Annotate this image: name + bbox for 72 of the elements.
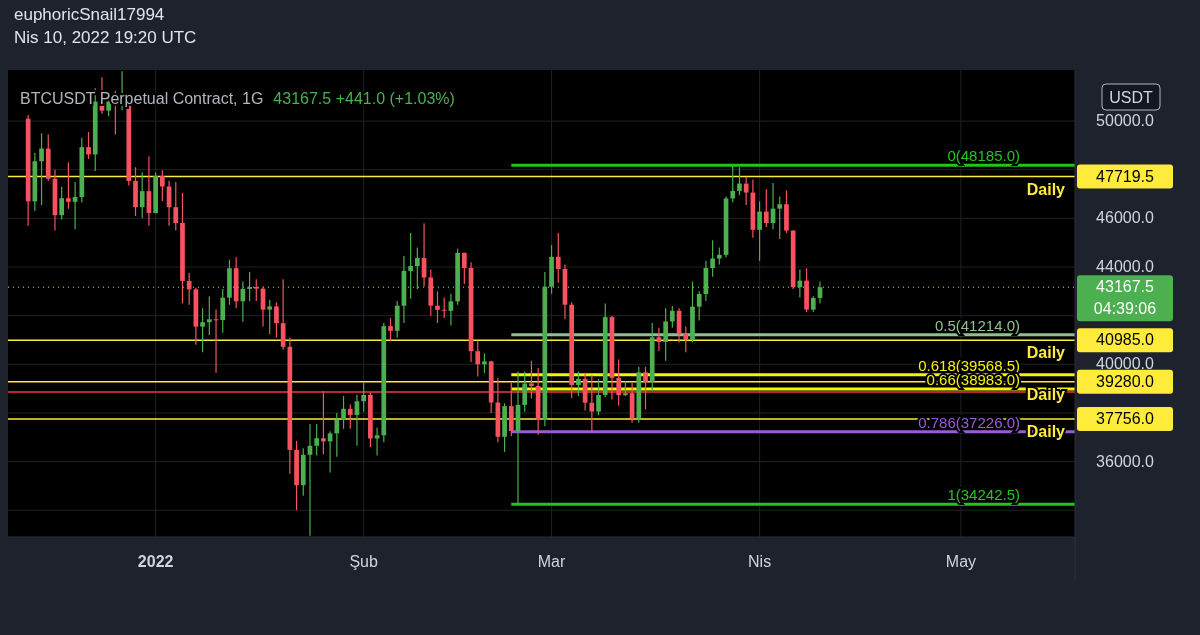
y-tick-label: 40000.0 xyxy=(1096,355,1155,373)
candlestick xyxy=(39,132,44,206)
candlestick xyxy=(461,251,467,285)
candlestick xyxy=(670,305,675,329)
candlestick xyxy=(314,423,320,457)
candlestick xyxy=(576,371,581,397)
candlestick xyxy=(737,166,742,196)
x-tick-label: 2022 xyxy=(137,553,174,570)
series-label: 0.5(41214.0) xyxy=(934,316,1020,334)
candlestick xyxy=(696,290,702,322)
candlestick xyxy=(475,340,481,378)
ref-line-label: 47719.5 xyxy=(1096,167,1155,185)
y-tick-label: 50000.0 xyxy=(1096,112,1155,130)
candlestick xyxy=(529,360,534,399)
candlestick xyxy=(663,307,668,362)
candlestick xyxy=(743,176,749,206)
text: euphoricSnail17994 xyxy=(14,5,165,24)
candlestick xyxy=(482,352,487,374)
candlestick xyxy=(361,381,367,413)
x-tick-label: May xyxy=(945,553,977,570)
ref-line-label: 39280.0 xyxy=(1096,372,1155,390)
candlestick xyxy=(683,326,689,353)
ref-line-label: 40985.0 xyxy=(1096,331,1155,349)
candlestick xyxy=(220,288,226,334)
candlestick xyxy=(643,366,648,410)
text: Nis 10, 2022 19:20 UTC xyxy=(14,28,197,47)
series-label: 1(34242.5) xyxy=(947,486,1020,504)
candlestick xyxy=(763,188,769,228)
annotation: Daily xyxy=(1026,344,1066,362)
candlestick xyxy=(200,307,205,353)
candlestick xyxy=(522,371,528,413)
text: USDT xyxy=(1109,89,1153,106)
candlestick xyxy=(757,200,762,262)
candlestick xyxy=(139,171,145,219)
text: 43167.5 +441.0 (+1.03%) xyxy=(273,90,455,107)
candlestick xyxy=(334,412,340,458)
x-tick-label: Şub xyxy=(349,553,378,570)
candlestick xyxy=(66,161,71,210)
y-tick-label: 44000.0 xyxy=(1096,258,1155,276)
candlestick xyxy=(616,358,622,407)
candlestick xyxy=(160,169,165,202)
candlestick xyxy=(253,278,259,302)
candlestick xyxy=(589,374,595,434)
candlestick xyxy=(435,290,440,324)
candlestick xyxy=(173,181,179,232)
annotation: Daily xyxy=(1026,180,1066,198)
candlestick xyxy=(388,317,393,342)
x-tick-label: Mar xyxy=(537,553,567,570)
candlestick xyxy=(730,164,736,204)
candlestick xyxy=(206,295,212,336)
y-tick-label: 46000.0 xyxy=(1096,209,1155,227)
candlestick xyxy=(267,299,273,335)
candlestick xyxy=(341,395,346,430)
candlestick xyxy=(347,403,353,430)
candlestick xyxy=(186,272,192,306)
ref-line-label: 37756.0 xyxy=(1096,409,1155,427)
text: 04:39:06 xyxy=(1093,300,1157,318)
y-tick-label: 36000.0 xyxy=(1096,452,1155,470)
candlestick xyxy=(274,301,279,339)
series-label: 0(48185.0) xyxy=(947,147,1020,165)
candlestick xyxy=(596,378,601,416)
candlestick xyxy=(321,390,326,455)
candlestick xyxy=(59,186,65,221)
candlestick xyxy=(656,327,662,352)
candlestick xyxy=(777,195,783,240)
candlestick xyxy=(710,239,715,278)
candlestick xyxy=(555,232,561,284)
x-tick-label: Nis xyxy=(748,553,772,570)
candlestick xyxy=(441,296,447,319)
ref-line-label: 43167.5 xyxy=(1096,278,1155,296)
candlestick xyxy=(86,131,91,160)
series-label: 0.618(39568.5) xyxy=(918,356,1020,374)
